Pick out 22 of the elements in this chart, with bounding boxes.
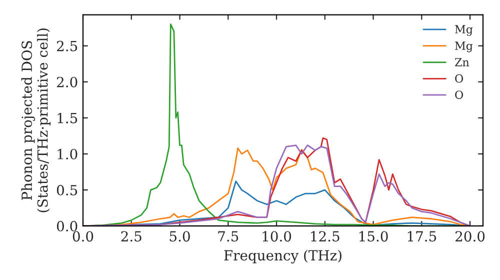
y-tick-label: 1.0 (58, 148, 78, 160)
x-tick-label: 2.5 (121, 231, 142, 242)
x-tick-label: 15.0 (360, 231, 388, 242)
y-axis-title: Phonon projected DOS (States/THz·primitive cell) (21, 28, 50, 212)
x-tick-label: 0.0 (72, 231, 94, 242)
y-tick-label: 2.0 (56, 76, 78, 88)
x-tick-label: 7.5 (218, 231, 238, 242)
legend-label: Mg (455, 42, 473, 52)
x-axis-title: Frequency (THz) (224, 250, 342, 264)
x-tick-label: 12.5 (311, 231, 340, 242)
y-tick-label: 2.5 (56, 40, 78, 52)
legend-label: O (455, 74, 463, 83)
legend-label: O (455, 90, 463, 99)
x-tick-label: 10.0 (262, 231, 292, 242)
y-tick-label: 0.0 (56, 220, 78, 232)
y-tick-label: 0.5 (56, 184, 78, 196)
x-tick-label: 5.0 (170, 231, 190, 242)
x-tick-label: 20.0 (456, 231, 485, 242)
x-tick-label: 17.5 (408, 231, 436, 242)
legend-label: Zn (455, 58, 470, 66)
legend-label: Mg (455, 25, 473, 36)
y-tick-label: 1.5 (58, 112, 78, 124)
